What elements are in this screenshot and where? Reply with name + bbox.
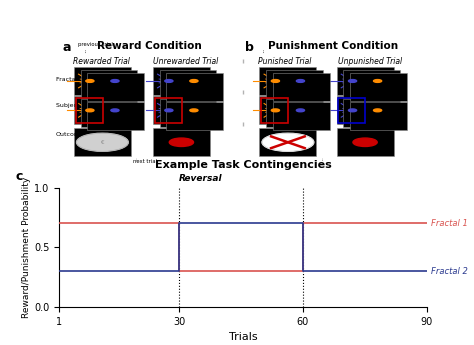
Text: Unrewarded Trial: Unrewarded Trial bbox=[154, 57, 219, 66]
Text: next trial: next trial bbox=[133, 159, 157, 164]
FancyBboxPatch shape bbox=[81, 70, 137, 98]
Circle shape bbox=[271, 109, 280, 112]
FancyBboxPatch shape bbox=[259, 96, 317, 125]
FancyBboxPatch shape bbox=[87, 72, 144, 101]
Circle shape bbox=[374, 109, 382, 112]
Circle shape bbox=[190, 109, 198, 112]
FancyBboxPatch shape bbox=[74, 128, 131, 156]
FancyBboxPatch shape bbox=[266, 99, 323, 127]
Text: previous trial: previous trial bbox=[78, 41, 112, 47]
FancyBboxPatch shape bbox=[343, 70, 400, 98]
Text: Reward Condition: Reward Condition bbox=[97, 41, 201, 51]
Text: b: b bbox=[245, 41, 254, 55]
Text: Unpunished Trial: Unpunished Trial bbox=[337, 57, 402, 66]
FancyBboxPatch shape bbox=[337, 67, 393, 95]
Circle shape bbox=[169, 138, 193, 147]
Text: Rewarded Trial: Rewarded Trial bbox=[73, 57, 130, 66]
FancyBboxPatch shape bbox=[160, 99, 217, 127]
Text: €: € bbox=[100, 140, 104, 145]
FancyBboxPatch shape bbox=[153, 67, 210, 95]
Circle shape bbox=[86, 109, 94, 112]
FancyBboxPatch shape bbox=[74, 96, 131, 125]
Circle shape bbox=[374, 80, 382, 82]
Text: Punished Trial: Punished Trial bbox=[258, 57, 312, 66]
Text: a: a bbox=[63, 41, 72, 55]
Circle shape bbox=[190, 80, 198, 82]
Circle shape bbox=[111, 109, 119, 112]
X-axis label: Trials: Trials bbox=[228, 332, 257, 342]
FancyBboxPatch shape bbox=[350, 72, 407, 101]
FancyBboxPatch shape bbox=[350, 102, 407, 130]
Title: Example Task Contingencies: Example Task Contingencies bbox=[155, 160, 331, 170]
FancyBboxPatch shape bbox=[273, 72, 329, 101]
Text: c: c bbox=[15, 170, 23, 183]
Circle shape bbox=[353, 138, 377, 147]
FancyBboxPatch shape bbox=[259, 128, 317, 156]
Y-axis label: Reward/Punishment Probability: Reward/Punishment Probability bbox=[22, 177, 31, 318]
Circle shape bbox=[165, 80, 173, 82]
FancyBboxPatch shape bbox=[166, 72, 223, 101]
Text: Reversal: Reversal bbox=[179, 174, 223, 183]
FancyBboxPatch shape bbox=[166, 102, 223, 130]
FancyBboxPatch shape bbox=[337, 128, 393, 156]
Text: Fractal 2: Fractal 2 bbox=[431, 267, 468, 276]
FancyBboxPatch shape bbox=[81, 99, 137, 127]
Circle shape bbox=[165, 109, 173, 112]
Circle shape bbox=[77, 133, 128, 151]
Text: Subject Choice: Subject Choice bbox=[55, 103, 102, 108]
Circle shape bbox=[348, 80, 356, 82]
Circle shape bbox=[262, 133, 314, 151]
FancyBboxPatch shape bbox=[337, 96, 393, 125]
Circle shape bbox=[296, 109, 304, 112]
FancyBboxPatch shape bbox=[87, 102, 144, 130]
Circle shape bbox=[348, 109, 356, 112]
FancyBboxPatch shape bbox=[153, 96, 210, 125]
Text: Punishment Condition: Punishment Condition bbox=[268, 41, 398, 51]
Circle shape bbox=[86, 80, 94, 82]
Circle shape bbox=[111, 80, 119, 82]
FancyBboxPatch shape bbox=[259, 67, 317, 95]
FancyBboxPatch shape bbox=[153, 128, 210, 156]
Text: Fractal 1: Fractal 1 bbox=[431, 219, 468, 228]
FancyBboxPatch shape bbox=[266, 70, 323, 98]
Circle shape bbox=[296, 80, 304, 82]
Circle shape bbox=[271, 80, 280, 82]
FancyBboxPatch shape bbox=[273, 102, 329, 130]
FancyBboxPatch shape bbox=[74, 67, 131, 95]
FancyBboxPatch shape bbox=[343, 99, 400, 127]
Text: Outcome: Outcome bbox=[55, 132, 84, 137]
FancyBboxPatch shape bbox=[160, 70, 217, 98]
Text: Fractals appear: Fractals appear bbox=[55, 77, 104, 82]
